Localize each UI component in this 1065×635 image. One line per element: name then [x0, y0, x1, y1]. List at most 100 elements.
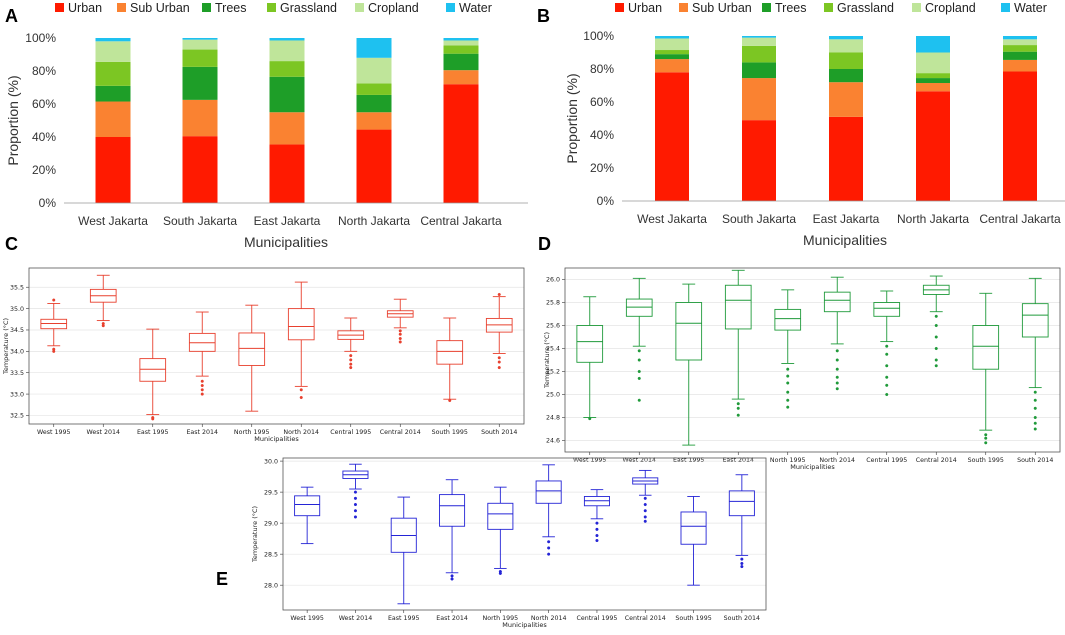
outlier-point [595, 534, 599, 538]
bar-segment [182, 39, 218, 50]
bar-segment [269, 61, 305, 77]
outlier-point [497, 356, 501, 360]
legend-label: Urban [68, 1, 102, 15]
outlier-point [736, 413, 740, 417]
panel-letter: A [5, 6, 18, 26]
bar-segment [95, 41, 131, 62]
bar-segment [655, 72, 689, 201]
outlier-point [740, 561, 744, 566]
outlier-point [547, 552, 551, 556]
legend-swatch [824, 3, 833, 12]
outlier-point [497, 292, 501, 297]
bar-segment [269, 112, 305, 145]
outlier-point [934, 346, 938, 351]
bar-segment [1003, 45, 1037, 52]
legend-swatch [55, 3, 64, 12]
bar-segment [1003, 71, 1037, 201]
outlier-point [786, 405, 790, 409]
x-tick-label: West Jakarta [637, 212, 707, 226]
outlier-point [643, 509, 647, 513]
x-axis-label: Municipalities [244, 234, 328, 250]
y-tick-label: 60% [32, 97, 56, 111]
outlier-point [885, 383, 889, 387]
outlier-point [885, 392, 889, 397]
outlier-point [984, 433, 988, 437]
bar-segment [829, 82, 863, 117]
outlier-point [637, 349, 641, 353]
outlier-point [1033, 427, 1037, 431]
x-axis-label: Municipalities [803, 232, 887, 248]
bar-segment [742, 62, 776, 79]
bar-segment [443, 84, 479, 203]
bar-segment [356, 94, 392, 113]
outlier-point [398, 336, 402, 341]
legend-label: Water [1014, 1, 1047, 15]
panel-letter: E [216, 569, 228, 589]
x-tick-label: South 1995 [968, 457, 1004, 464]
legend-label: Urban [628, 1, 662, 15]
outlier-point [934, 323, 938, 328]
box-iqr [774, 308, 802, 331]
legend-label: Sub Urban [692, 1, 752, 15]
bar-segment [1003, 51, 1037, 60]
outlier-point [984, 441, 988, 445]
bar-segment [916, 78, 950, 84]
outlier-point [835, 381, 839, 385]
outlier-point [497, 360, 501, 364]
legend-label: Cropland [925, 1, 976, 15]
legend-label: Trees [215, 1, 247, 15]
x-tick-label: East 1995 [137, 429, 169, 436]
y-tick-label: 26.0 [546, 277, 560, 284]
plot-frame [28, 267, 525, 425]
outlier-point [1033, 421, 1037, 425]
bar-segment [443, 40, 479, 46]
outlier-point [643, 502, 647, 507]
y-tick-label: 0% [597, 194, 615, 208]
outlier-point [595, 538, 599, 543]
x-axis-label: Municipalities [254, 435, 299, 443]
x-tick-label: North 2014 [531, 615, 567, 622]
y-axis-label: Temperature (°C) [543, 332, 551, 389]
bar-segment [356, 129, 392, 203]
y-tick-label: 40% [590, 128, 614, 142]
outlier-point [595, 521, 599, 525]
outlier-point [643, 519, 647, 523]
bar-segment [95, 85, 131, 102]
box-iqr [675, 302, 703, 361]
x-axis-label: Municipalities [502, 621, 547, 629]
bar-segment [655, 54, 689, 60]
y-tick-label: 34.0 [10, 349, 24, 356]
outlier-point [398, 332, 402, 336]
legend-label: Sub Urban [130, 1, 190, 15]
outlier-point [398, 340, 402, 344]
bar-segment [356, 83, 392, 95]
outlier-point [1033, 390, 1037, 394]
outlier-point [637, 369, 641, 374]
legend-label: Grassland [837, 1, 894, 15]
bar-segment [1003, 36, 1037, 40]
bar-segment [182, 38, 218, 40]
box-iqr [625, 298, 653, 317]
bar-segment [655, 50, 689, 55]
outlier-point [398, 329, 402, 333]
outlier-point [1033, 406, 1037, 410]
bar-segment [829, 36, 863, 40]
box-iqr [487, 502, 514, 530]
bar-segment [443, 45, 479, 54]
outlier-point [349, 362, 353, 366]
y-tick-label: 25.0 [546, 392, 560, 399]
x-tick-label: East Jakarta [254, 214, 321, 228]
panel-b: B Urban Sub Urban Trees Grassland Cropland Wat… [537, 1, 1065, 248]
x-tick-label: West 2014 [622, 457, 656, 464]
y-tick-label: 100% [25, 31, 56, 45]
outlier-point [299, 388, 303, 392]
bar-segment [95, 61, 131, 86]
outlier-point [934, 314, 938, 318]
outlier-point [1033, 398, 1037, 402]
bar-segment [742, 36, 776, 38]
bar-segment [829, 69, 863, 83]
outlier-point [835, 367, 839, 371]
legend-swatch [267, 3, 276, 12]
outlier-point [786, 398, 790, 402]
x-tick-label: North Jakarta [897, 212, 969, 226]
